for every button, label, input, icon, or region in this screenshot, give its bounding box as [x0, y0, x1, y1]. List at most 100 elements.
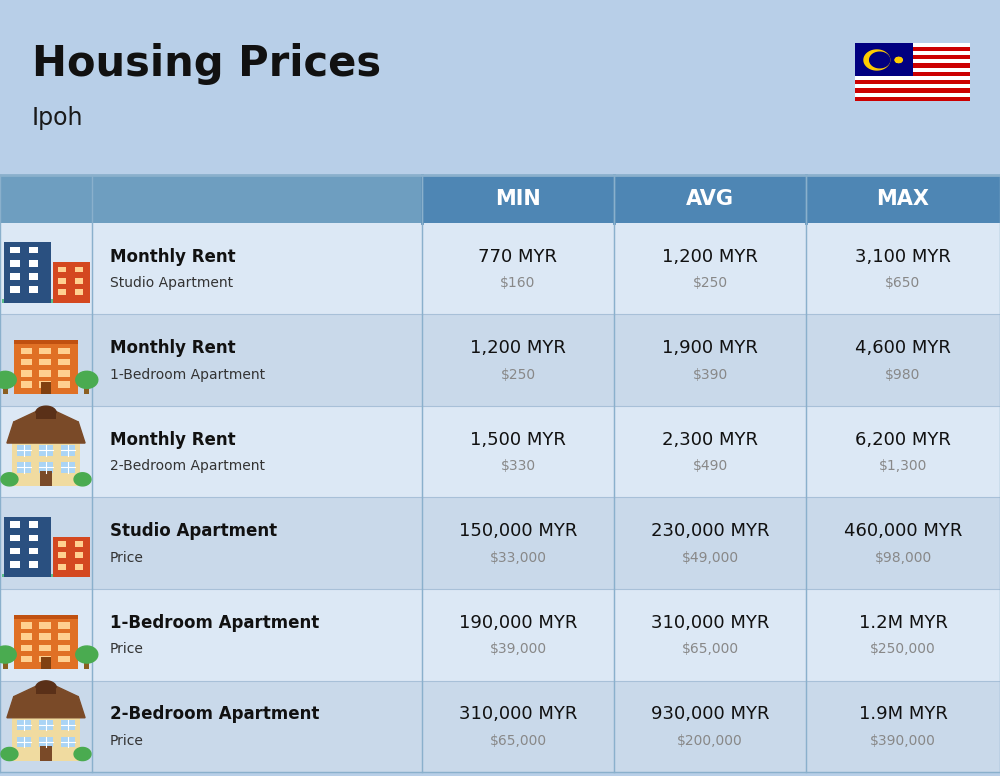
Bar	[58, 278, 66, 284]
Text: Monthly Rent: Monthly Rent	[110, 339, 236, 357]
Bar	[40, 746, 52, 760]
Text: $250: $250	[500, 368, 536, 382]
Bar	[58, 289, 66, 295]
Bar	[0, 497, 1000, 589]
Text: $98,000: $98,000	[874, 551, 932, 565]
Text: $1,300: $1,300	[879, 459, 927, 473]
Bar	[58, 370, 70, 376]
Bar	[855, 43, 970, 47]
Text: Monthly Rent: Monthly Rent	[110, 248, 236, 265]
Polygon shape	[36, 681, 56, 688]
Polygon shape	[74, 747, 91, 760]
Bar	[39, 359, 51, 365]
Bar	[0, 589, 1000, 681]
Text: 1-Bedroom Apartment: 1-Bedroom Apartment	[110, 614, 319, 632]
Text: 310,000 MYR: 310,000 MYR	[651, 614, 769, 632]
Bar	[41, 657, 51, 669]
Text: Monthly Rent: Monthly Rent	[110, 431, 236, 449]
Bar	[61, 445, 75, 456]
Bar	[21, 348, 32, 354]
Bar	[61, 720, 75, 730]
Text: 1,500 MYR: 1,500 MYR	[470, 431, 566, 449]
Polygon shape	[1, 473, 18, 486]
Bar	[10, 535, 20, 541]
Bar	[84, 657, 89, 669]
Text: 460,000 MYR: 460,000 MYR	[844, 522, 962, 540]
Text: 2-Bedroom Apartment: 2-Bedroom Apartment	[110, 459, 265, 473]
Text: 150,000 MYR: 150,000 MYR	[459, 522, 577, 540]
Text: 2-Bedroom Apartment: 2-Bedroom Apartment	[110, 705, 319, 723]
Bar	[806, 175, 1000, 223]
Bar	[855, 68, 970, 72]
Text: $390: $390	[692, 368, 728, 382]
Polygon shape	[14, 407, 78, 422]
Bar	[39, 720, 53, 730]
Bar	[53, 262, 90, 303]
Text: 1.2M MYR: 1.2M MYR	[859, 614, 947, 632]
Polygon shape	[74, 473, 91, 486]
Bar	[58, 622, 70, 629]
Bar	[39, 645, 51, 651]
Bar	[21, 381, 32, 388]
Bar	[29, 273, 38, 279]
Bar	[14, 341, 78, 394]
Bar	[39, 370, 51, 376]
Text: 310,000 MYR: 310,000 MYR	[459, 705, 577, 723]
Bar	[61, 462, 75, 473]
Bar	[422, 175, 614, 223]
Bar	[17, 462, 31, 473]
Bar	[855, 59, 970, 64]
Bar	[14, 615, 78, 669]
Text: Housing Prices: Housing Prices	[32, 43, 381, 85]
Bar	[17, 737, 31, 747]
Bar	[75, 563, 83, 570]
Bar	[58, 656, 70, 663]
Text: 770 MYR: 770 MYR	[479, 248, 558, 265]
Bar	[4, 517, 51, 577]
Bar	[53, 537, 90, 577]
Bar	[29, 260, 38, 266]
Bar	[17, 720, 31, 730]
Bar	[10, 548, 20, 554]
Bar	[10, 260, 20, 266]
Bar	[0, 223, 1000, 314]
Bar	[12, 718, 80, 760]
Text: Studio Apartment: Studio Apartment	[110, 522, 277, 540]
Bar	[855, 55, 970, 59]
Bar	[58, 348, 70, 354]
Polygon shape	[14, 681, 78, 697]
Bar	[0, 681, 1000, 772]
Bar	[29, 535, 38, 541]
Bar	[58, 266, 66, 272]
Bar	[17, 445, 31, 456]
Bar	[39, 348, 51, 354]
Polygon shape	[76, 371, 98, 389]
Bar	[58, 553, 66, 559]
Text: Price: Price	[110, 734, 144, 748]
Bar	[21, 370, 32, 376]
Text: 2,300 MYR: 2,300 MYR	[662, 431, 758, 449]
Bar	[614, 175, 806, 223]
Text: 1.9M MYR: 1.9M MYR	[859, 705, 947, 723]
Text: $250,000: $250,000	[870, 643, 936, 656]
Bar	[29, 561, 38, 567]
Bar	[14, 341, 78, 345]
Text: $33,000: $33,000	[490, 551, 546, 565]
Bar	[10, 247, 20, 253]
Bar	[855, 47, 970, 51]
Bar	[855, 72, 970, 76]
Text: $65,000: $65,000	[489, 734, 547, 748]
Bar	[0, 406, 1000, 497]
Bar	[21, 656, 32, 663]
Polygon shape	[7, 422, 85, 443]
Bar	[855, 92, 970, 97]
Bar	[855, 80, 970, 85]
Bar	[855, 88, 970, 92]
Bar	[855, 76, 970, 80]
Bar	[58, 359, 70, 365]
Bar	[855, 43, 912, 76]
Text: Price: Price	[110, 643, 144, 656]
Text: AVG: AVG	[686, 189, 734, 209]
Polygon shape	[7, 697, 85, 718]
Polygon shape	[870, 52, 890, 68]
